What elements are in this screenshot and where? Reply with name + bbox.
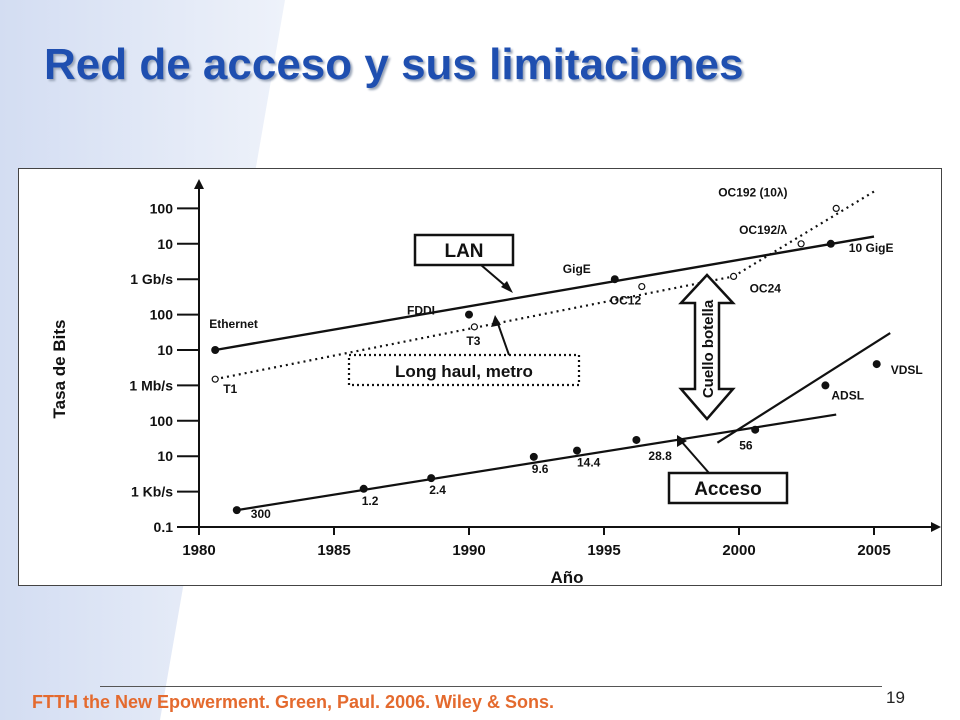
- x-tick-label: 2005: [857, 542, 890, 559]
- point-label: OC24: [750, 281, 782, 295]
- acceso-pointer-arrowhead: [677, 435, 687, 447]
- point-label: 300: [251, 507, 271, 521]
- x-tick-label: 1995: [587, 542, 620, 559]
- point-label: T3: [466, 334, 480, 348]
- data-point: [427, 474, 436, 483]
- point-label: 28.8: [648, 449, 672, 463]
- data-point-open: [797, 240, 805, 248]
- y-axis-title: Tasa de Bits: [50, 320, 69, 419]
- data-point: [872, 360, 881, 369]
- slide-title: Red de acceso y sus limitaciones: [44, 40, 744, 89]
- long-haul-pointer-arrowhead: [491, 315, 501, 327]
- data-point: [465, 310, 473, 319]
- long-haul-box-label: Long haul, metro: [395, 362, 533, 381]
- acceso-box-label: Acceso: [694, 479, 762, 500]
- data-point: [529, 452, 538, 461]
- data-point: [826, 239, 835, 248]
- point-label: 9.6: [532, 462, 549, 476]
- page-number: 19: [886, 688, 905, 707]
- source-citation: FTTH the New Epowerment. Green, Paul. 20…: [32, 692, 554, 712]
- point-label: OC192/λ: [739, 223, 787, 237]
- data-point: [573, 446, 581, 455]
- data-point: [632, 435, 641, 444]
- data-point-open: [729, 272, 738, 280]
- x-tick-label: 2000: [722, 542, 755, 559]
- data-point: [359, 484, 368, 493]
- lan-box-label: LAN: [444, 241, 483, 262]
- data-point: [821, 381, 830, 390]
- point-label: T1: [223, 382, 237, 396]
- y-tick-label: 100: [150, 200, 174, 216]
- point-label: Ethernet: [209, 317, 258, 331]
- data-point-open: [638, 282, 646, 291]
- x-tick-label: 1980: [182, 542, 215, 559]
- y-tick-label: 10: [157, 342, 173, 358]
- data-point-open: [470, 323, 478, 331]
- y-tick-label: 100: [150, 307, 174, 323]
- y-tick-label: 10: [157, 236, 173, 252]
- y-tick-label: 1 Gb/s: [130, 271, 173, 287]
- point-label: 1.2: [362, 494, 379, 508]
- x-axis-arrow: [931, 522, 941, 532]
- data-point-open: [211, 375, 219, 383]
- y-axis-arrow: [194, 179, 204, 189]
- x-axis-title: Año: [550, 568, 583, 587]
- lan-pointer-arrowhead: [501, 281, 513, 293]
- bitrate-chart: 0.1 1 Kb/s 10 100 1 Mb/s 10 100 1 Gb/s 10 100 1980…: [50, 179, 941, 587]
- acceso-pointer: [680, 440, 710, 474]
- point-label: 10 GigE: [849, 241, 894, 255]
- data-point: [610, 275, 619, 284]
- point-label: 14.4: [577, 456, 601, 470]
- point-label: VDSL: [891, 363, 923, 377]
- data-point: [751, 425, 760, 434]
- chart-figure: 0.1 1 Kb/s 10 100 1 Mb/s 10 100 1 Gb/s 10 100 1980…: [18, 168, 942, 587]
- x-tick-label: 1990: [452, 542, 485, 559]
- bottleneck-arrow: [678, 273, 736, 421]
- lan-line: [214, 235, 875, 352]
- y-tick-label: 1 Kb/s: [131, 484, 173, 500]
- long-haul-box: [347, 353, 581, 387]
- x-tick-label: 1985: [317, 542, 350, 559]
- y-tick-label: 10: [157, 448, 173, 464]
- y-tick-label: 100: [150, 413, 174, 429]
- bottleneck-label: Cuello botella: [700, 299, 717, 398]
- point-label: 56: [739, 439, 753, 453]
- long-haul-pointer: [496, 320, 510, 356]
- data-point: [232, 506, 241, 515]
- lan-box: [413, 233, 515, 267]
- footer-divider: [100, 686, 882, 687]
- acceso-box: [667, 471, 789, 505]
- data-point-open: [832, 204, 840, 213]
- point-label: OC12: [610, 294, 642, 308]
- point-label: ADSL: [831, 388, 864, 402]
- point-label: FDDI: [407, 304, 435, 318]
- broadband-line: [716, 332, 891, 444]
- y-tick-label: 0.1: [154, 519, 174, 535]
- point-label: GigE: [563, 262, 591, 276]
- y-tick-label: 1 Mb/s: [129, 377, 173, 393]
- point-label: OC192 (10λ): [718, 185, 787, 199]
- point-label: 2.4: [429, 483, 446, 497]
- data-point: [211, 346, 220, 354]
